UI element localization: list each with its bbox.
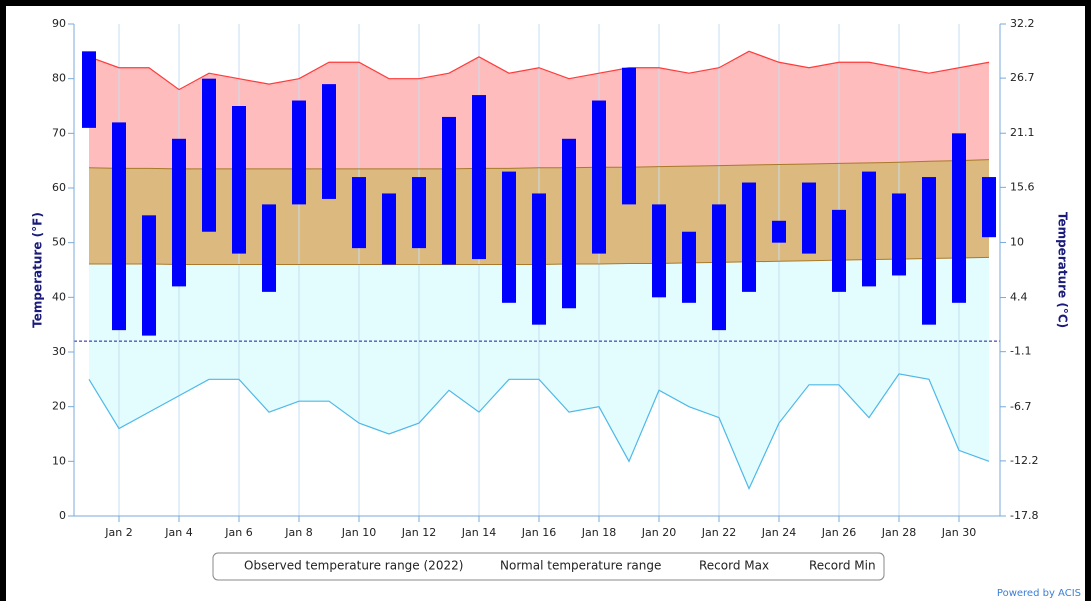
footer: Powered by ACIS xyxy=(997,588,1081,599)
legend-label: Observed temperature range (2022) xyxy=(244,559,463,573)
x-tick-label: Jan 20 xyxy=(641,526,676,539)
range-bar xyxy=(832,209,846,292)
y2-tick-label: -17.8 xyxy=(1010,509,1038,522)
y-tick-label: 30 xyxy=(52,345,66,358)
range-bar xyxy=(262,204,276,292)
y2-tick-label: 15.6 xyxy=(1010,180,1035,193)
range-bar xyxy=(592,100,606,254)
range-bar xyxy=(562,138,576,309)
range-bar xyxy=(772,220,786,243)
y-tick-label: 50 xyxy=(52,236,66,249)
x-tick-label: Jan 12 xyxy=(401,526,436,539)
range-bar xyxy=(862,171,876,287)
range-bar xyxy=(682,231,696,303)
range-bar xyxy=(922,177,936,325)
range-bar xyxy=(82,51,96,128)
range-bar xyxy=(142,215,156,336)
y-tick-label: 90 xyxy=(52,17,66,30)
x-tick-label: Jan 14 xyxy=(461,526,496,539)
record-line xyxy=(88,50,990,91)
legend-label: Record Max xyxy=(699,559,769,573)
range-bar xyxy=(232,106,246,254)
y-tick-label: 60 xyxy=(52,181,66,194)
range-bar xyxy=(532,193,546,325)
range-bar xyxy=(352,177,366,249)
range-bar xyxy=(802,182,816,254)
x-tick-label: Jan 16 xyxy=(521,526,556,539)
y-axis-label: Temperature (°F) xyxy=(31,212,45,328)
range-bar xyxy=(412,177,426,249)
y2-tick-label: 32.2 xyxy=(1010,17,1035,30)
range-bar xyxy=(292,100,306,205)
y2-tick-label: 21.1 xyxy=(1010,126,1035,139)
x-tick-label: Jan 8 xyxy=(284,526,312,539)
y-tick-label: 80 xyxy=(52,72,66,85)
y-tick-label: 40 xyxy=(52,290,66,303)
y-tick-label: 70 xyxy=(52,126,66,139)
x-tick-label: Jan 28 xyxy=(881,526,916,539)
range-bar xyxy=(442,116,456,265)
y2-tick-label: -6.7 xyxy=(1010,400,1031,413)
y2-tick-label: -12.2 xyxy=(1010,454,1038,467)
legend-box xyxy=(212,552,885,581)
range-bar xyxy=(712,204,726,331)
x-tick-label: Jan 10 xyxy=(341,526,376,539)
range-bar xyxy=(172,138,186,287)
x-tick-label: Jan 2 xyxy=(104,526,132,539)
range-bar xyxy=(202,78,216,232)
x-tick-label: Jan 30 xyxy=(941,526,976,539)
x-tick-label: Jan 6 xyxy=(224,526,252,539)
range-bar xyxy=(472,95,486,260)
range-bar xyxy=(742,182,756,292)
x-tick-label: Jan 26 xyxy=(821,526,856,539)
record-line xyxy=(88,373,990,491)
y-tick-label: 0 xyxy=(59,509,66,522)
y2-tick-label: 10 xyxy=(1010,235,1024,248)
y2-axis-label: Temperature (°C) xyxy=(1056,212,1070,328)
y2-tick-label: 26.7 xyxy=(1010,71,1035,84)
x-tick-label: Jan 18 xyxy=(581,526,616,539)
range-bar xyxy=(502,171,516,303)
range-bar xyxy=(622,67,636,205)
y-tick-label: 20 xyxy=(52,400,66,413)
range-bar xyxy=(952,133,966,303)
range-bar xyxy=(982,177,996,238)
legend-label: Record Min xyxy=(809,559,876,573)
range-bar xyxy=(652,204,666,298)
y-tick-label: 10 xyxy=(52,454,66,467)
x-tick-label: Jan 4 xyxy=(164,526,192,539)
y2-tick-label: -1.1 xyxy=(1010,345,1031,358)
range-bar xyxy=(892,193,906,276)
range-bar xyxy=(322,84,336,199)
range-bar xyxy=(382,193,396,265)
y2-tick-label: 4.4 xyxy=(1010,291,1028,304)
x-tick-label: Jan 24 xyxy=(761,526,796,539)
legend-label: Normal temperature range xyxy=(500,559,661,573)
x-tick-label: Jan 22 xyxy=(701,526,736,539)
range-bar xyxy=(112,122,126,331)
